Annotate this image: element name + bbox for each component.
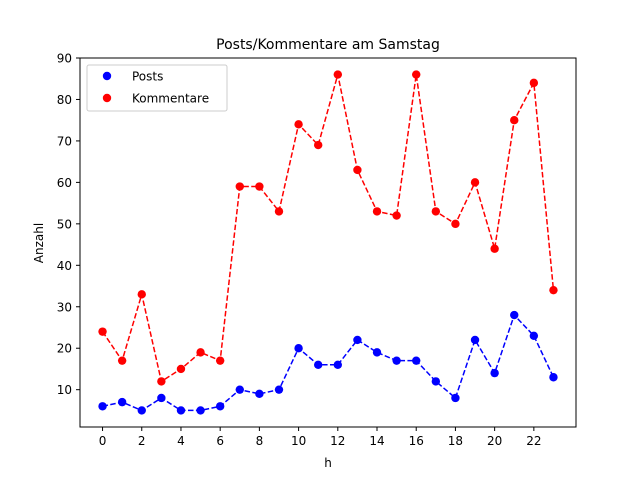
x-axis-label: h (324, 456, 332, 470)
x-tick-label: 2 (138, 434, 146, 448)
data-point (117, 397, 127, 407)
data-point (294, 344, 303, 353)
data-point (117, 356, 127, 365)
data-point (372, 207, 382, 216)
data-point (412, 70, 421, 79)
y-tick-label: 60 (57, 176, 72, 190)
data-point (196, 406, 205, 415)
y-tick-label: 80 (57, 93, 72, 107)
y-axis-ticks: 10 20 30 40 50 60 70 80 90 (57, 52, 80, 397)
y-axis-label: Anzahl (32, 223, 46, 263)
data-point (451, 219, 460, 229)
x-tick-label: 0 (99, 434, 107, 448)
data-point (353, 335, 362, 345)
y-tick-label: 50 (57, 217, 72, 231)
axes-frame (79, 57, 577, 428)
x-tick-label: 18 (448, 434, 463, 448)
data-point (137, 290, 146, 299)
data-point (431, 377, 441, 386)
plot-area (98, 70, 558, 415)
legend-box (86, 64, 228, 112)
data-point (470, 335, 480, 345)
data-point (294, 120, 303, 129)
data-point (215, 402, 225, 411)
x-tick-label: 8 (256, 434, 264, 448)
data-point (549, 373, 558, 382)
data-point (490, 244, 499, 253)
data-point (333, 360, 343, 370)
data-point (529, 331, 539, 340)
x-tick-label: 14 (369, 434, 384, 448)
data-point (235, 182, 244, 191)
x-tick-label: 16 (409, 434, 424, 448)
data-point (176, 364, 186, 374)
data-point (98, 327, 107, 336)
x-tick-label: 20 (487, 434, 502, 448)
data-point (431, 207, 441, 216)
data-point (353, 165, 362, 175)
data-point (157, 377, 166, 386)
data-point (510, 310, 519, 320)
x-axis-ticks: 0 2 4 6 8 10 12 14 16 18 20 22 (99, 427, 541, 448)
x-tick-label: 10 (291, 434, 306, 448)
data-point (313, 360, 323, 370)
data-point (157, 393, 166, 403)
legend-label: Kommentare (132, 92, 209, 106)
x-tick-label: 12 (330, 434, 345, 448)
y-tick-label: 90 (57, 52, 72, 66)
x-tick-label: 6 (216, 434, 224, 448)
data-point (529, 78, 539, 88)
data-point (392, 211, 401, 220)
legend-marker (102, 71, 112, 81)
data-point (137, 406, 146, 415)
y-tick-label: 10 (57, 383, 72, 397)
chart-title: Posts/Kommentare am Samstag (216, 37, 440, 53)
data-point (235, 385, 244, 394)
y-tick-label: 70 (57, 134, 72, 148)
x-tick-label: 22 (526, 434, 541, 448)
data-point (470, 178, 480, 187)
data-point (372, 348, 382, 357)
series-line-1 (101, 74, 555, 383)
legend-label: Posts (132, 70, 163, 84)
data-point (176, 406, 186, 415)
data-point (392, 356, 401, 365)
data-point (255, 389, 264, 399)
data-point (274, 207, 284, 216)
data-point (412, 356, 421, 365)
data-point (313, 140, 323, 150)
data-point (196, 348, 205, 357)
y-tick-label: 20 (57, 342, 72, 356)
data-point (215, 356, 225, 365)
data-point (274, 385, 284, 394)
data-point (510, 115, 519, 125)
data-point (490, 368, 499, 378)
legend-marker (102, 93, 112, 103)
data-point (549, 285, 558, 295)
data-point (98, 402, 107, 411)
x-tick-label: 4 (177, 434, 185, 448)
data-point (333, 70, 343, 79)
y-tick-label: 30 (57, 300, 72, 314)
y-tick-label: 40 (57, 259, 72, 273)
data-point (451, 393, 460, 403)
data-point (255, 182, 264, 191)
legend: Posts Kommentare (86, 64, 228, 112)
